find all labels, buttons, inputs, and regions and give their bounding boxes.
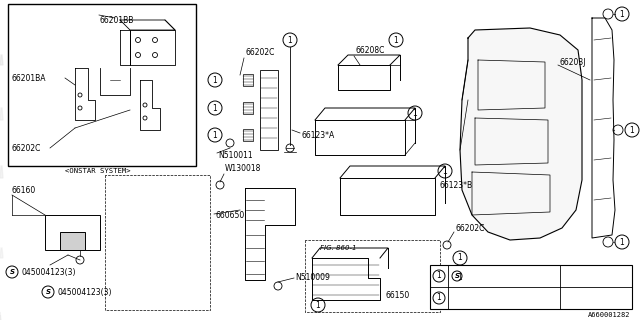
Text: 66202C: 66202C — [455, 223, 484, 233]
Text: <ONSTAR SYSTEM>: <ONSTAR SYSTEM> — [65, 168, 131, 174]
Text: 1: 1 — [413, 108, 417, 117]
Text: 66203J: 66203J — [560, 58, 586, 67]
Text: N510009: N510009 — [295, 274, 330, 283]
Text: 1: 1 — [212, 131, 218, 140]
Text: 1: 1 — [630, 125, 634, 134]
Bar — [8, 4, 196, 166]
Bar — [260, 70, 278, 150]
Bar — [49, 218, 55, 228]
Text: N510011: N510011 — [218, 150, 253, 159]
Text: 1: 1 — [436, 293, 442, 302]
Text: 1: 1 — [212, 76, 218, 84]
Text: FIG. 860-1: FIG. 860-1 — [320, 245, 356, 251]
Text: S: S — [454, 273, 460, 279]
Text: 045004123(3): 045004123(3) — [22, 268, 77, 276]
Text: 1: 1 — [620, 237, 625, 246]
Bar — [243, 74, 253, 86]
Text: W130018: W130018 — [225, 164, 261, 172]
Text: Q500025: Q500025 — [452, 295, 485, 301]
Bar — [45, 215, 100, 250]
Text: 1: 1 — [458, 274, 462, 283]
Polygon shape — [460, 28, 582, 240]
Polygon shape — [0, 312, 3, 320]
Text: 1: 1 — [394, 36, 398, 44]
Text: S: S — [45, 289, 51, 295]
Bar — [430, 265, 632, 309]
Bar — [59, 218, 65, 228]
Text: 66202C: 66202C — [245, 47, 275, 57]
Text: 1: 1 — [287, 36, 292, 44]
Polygon shape — [0, 166, 3, 178]
Bar — [89, 218, 95, 228]
Text: 66150: 66150 — [385, 291, 409, 300]
Text: 1: 1 — [458, 253, 462, 262]
Text: 66202C: 66202C — [12, 143, 42, 153]
Polygon shape — [0, 248, 3, 258]
Text: (05MY-): (05MY-) — [565, 295, 592, 301]
Text: 1: 1 — [443, 166, 447, 175]
Text: 1: 1 — [212, 103, 218, 113]
Text: A660001282: A660001282 — [588, 312, 630, 318]
Bar — [60, 232, 85, 250]
Polygon shape — [0, 315, 3, 320]
Text: S: S — [10, 269, 15, 275]
Polygon shape — [0, 55, 3, 65]
Bar — [69, 218, 75, 228]
Text: 66201BA: 66201BA — [12, 74, 47, 83]
Text: 1: 1 — [316, 300, 321, 309]
Text: 045005160 (19): 045005160 (19) — [464, 273, 523, 279]
Polygon shape — [0, 108, 3, 120]
Text: 1: 1 — [436, 271, 442, 281]
Text: 66201BB: 66201BB — [100, 16, 134, 25]
Text: 66160: 66160 — [12, 186, 36, 195]
Bar — [243, 102, 253, 114]
Text: 045004123(3): 045004123(3) — [58, 287, 113, 297]
Text: 66123*A: 66123*A — [302, 131, 335, 140]
Bar — [243, 129, 253, 141]
Bar — [79, 218, 85, 228]
Text: 1: 1 — [620, 10, 625, 19]
Text: 660650: 660650 — [215, 211, 244, 220]
Text: (-04MY): (-04MY) — [565, 273, 593, 279]
Text: 66123*B: 66123*B — [440, 180, 473, 189]
Text: 66208C: 66208C — [355, 45, 385, 54]
